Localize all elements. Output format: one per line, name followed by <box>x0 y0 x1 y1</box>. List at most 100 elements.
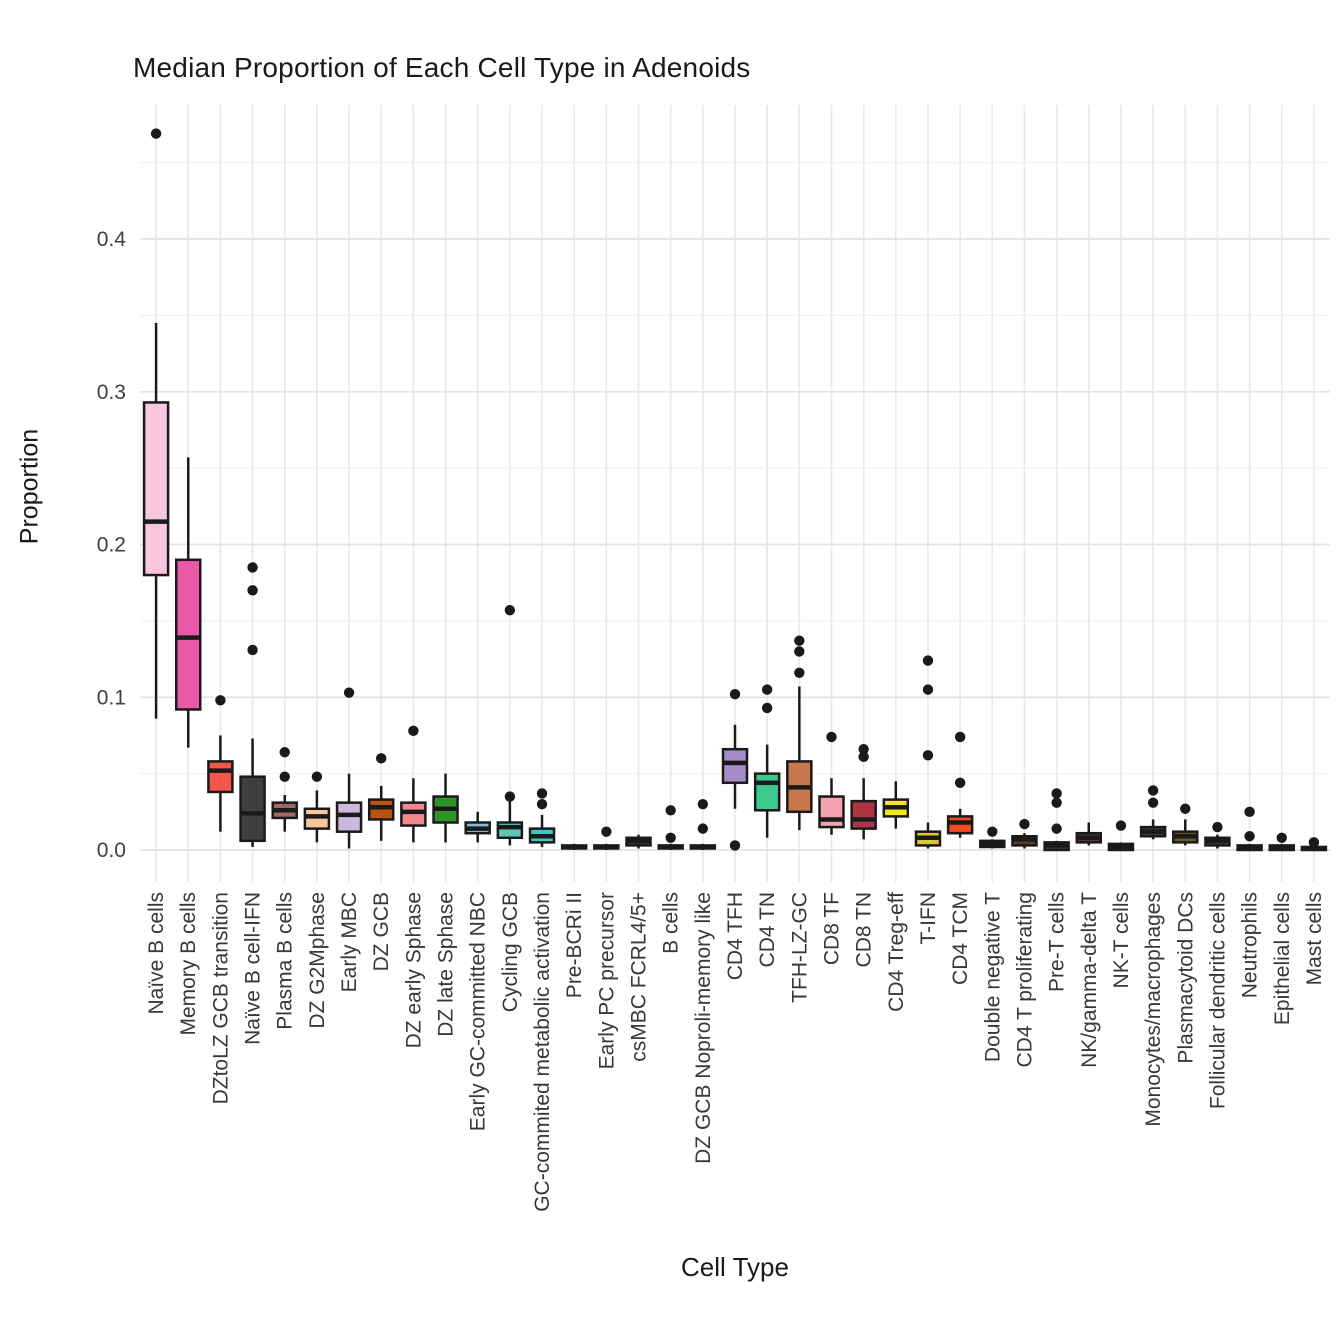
box <box>946 815 974 835</box>
boxplot-cd8-tn: CD8 TN <box>850 743 877 967</box>
x-axis-title: Cell Type <box>681 1252 789 1282</box>
boxplot-cd4-treg-eff: CD4 Treg-eff <box>882 781 910 1012</box>
outlier-point <box>1051 823 1062 834</box>
boxplot-dztolz-gcb-transition: DZtoLZ GCB transition <box>207 695 234 1104</box>
outlier-point <box>826 731 837 743</box>
outlier-point <box>954 777 966 788</box>
outlier-point <box>761 684 773 695</box>
boxplot-nk-t-cells: NK-T cells <box>1107 820 1135 988</box>
outlier-point <box>922 684 934 695</box>
x-tick-label: csMBC FCRL4/5+ <box>628 892 651 1062</box>
outlier-point <box>761 702 773 714</box>
outlier-point <box>279 771 290 782</box>
x-tick-label: TFH-LZ-GC <box>788 892 811 1003</box>
outlier-point <box>697 823 709 834</box>
outlier-point <box>665 805 676 816</box>
x-tick-label: T-IFN <box>917 892 940 945</box>
x-tick-label: NK-T cells <box>1110 892 1133 988</box>
boxplot-pre-bcri-ii: Pre-BCRi II <box>560 843 588 998</box>
boxplot-early-mbc: Early MBC <box>335 687 363 992</box>
x-tick-label: DZ G2Mphase <box>306 892 329 1029</box>
box <box>721 747 749 785</box>
outlier-point <box>376 753 387 764</box>
box <box>303 807 331 830</box>
outlier-point <box>665 832 676 843</box>
outlier-point <box>1019 818 1030 830</box>
boxplot-cd4-tn: CD4 TN <box>753 684 781 967</box>
outlier-point <box>247 562 258 573</box>
x-tick-label: CD4 TN <box>756 892 779 967</box>
outlier-point <box>987 826 998 837</box>
boxplot-cd4-tcm: CD4 TCM <box>946 731 974 985</box>
boxplot-follicular-dendritic-cells: Follicular dendritic cells <box>1204 821 1231 1109</box>
boxplot-plasmacytoid-dcs: Plasmacytoid DCs <box>1172 803 1199 1064</box>
box <box>367 798 395 821</box>
box <box>400 801 427 827</box>
x-tick-label: DZ late Sphase <box>435 892 458 1037</box>
x-tick-label: Follicular dendritic cells <box>1206 892 1229 1109</box>
outlier-point <box>922 750 934 761</box>
box <box>239 775 266 843</box>
outlier-point <box>1051 797 1062 808</box>
box <box>174 558 202 711</box>
boxplot-cd8-tf: CD8 TF <box>818 731 845 965</box>
boxplot-t-ifn: T-IFN <box>914 655 942 945</box>
outlier-point <box>247 585 258 596</box>
y-tick-label: 0.4 <box>97 228 127 251</box>
boxplot-mast-cells: Mast cells <box>1300 837 1328 985</box>
x-tick-label: CD4 T proliferating <box>1013 892 1036 1067</box>
boxplot-csmbc-fcrl4-5-: csMBC FCRL4/5+ <box>625 834 652 1062</box>
x-tick-label: CD4 Treg-eff <box>885 892 908 1012</box>
x-tick-label: Early PC precursor <box>595 892 618 1069</box>
y-tick-label: 0.1 <box>97 686 126 709</box>
x-tick-label: NK/gamma-delta T <box>1078 892 1101 1068</box>
x-tick-label: CD4 TCM <box>949 892 972 985</box>
x-tick-label: Naïve B cell-IFN <box>242 892 265 1045</box>
x-tick-label: Cycling GCB <box>499 892 522 1012</box>
box <box>753 772 781 812</box>
x-tick-label: DZ GCB Noproli-memory like <box>692 892 715 1164</box>
boxplot-dz-gcb: DZ GCB <box>367 753 395 971</box>
outlier-point <box>311 771 323 782</box>
boxplot-early-pc-precursor: Early PC precursor <box>593 826 620 1069</box>
outlier-point <box>504 791 516 802</box>
box <box>207 760 234 794</box>
boxplot-early-gc-committed-nbc: Early GC-committed NBC <box>464 811 491 1131</box>
outlier-point <box>408 725 419 737</box>
boxplot-na-ve-b-cells: Naïve B cells <box>142 128 170 1015</box>
boxplot-pre-t-cells: Pre-T cells <box>1043 788 1070 992</box>
outlier-point <box>150 128 162 139</box>
x-tick-label: CD4 TFH <box>724 892 747 980</box>
x-tick-label: Naïve B cells <box>145 892 168 1015</box>
boxplot-plasma-b-cells: Plasma B cells <box>271 747 298 1030</box>
x-tick-label: Monocytes/macrophages <box>1142 892 1165 1127</box>
x-tick-label: DZtoLZ GCB transition <box>209 892 232 1104</box>
box <box>850 799 877 830</box>
boxplot-dz-late-sphase: DZ late Sphase <box>432 773 459 1037</box>
boxplot-tfh-lz-gc: TFH-LZ-GC <box>786 635 813 1003</box>
outlier-point <box>1147 785 1159 796</box>
boxplot-nk-gamma-delta-t: NK/gamma-delta T <box>1075 822 1103 1068</box>
x-tick-label: Neutrophils <box>1239 892 1262 998</box>
boxplot-neutrophils: Neutrophils <box>1236 806 1263 998</box>
boxplot-cd4-tfh: CD4 TFH <box>721 688 749 980</box>
x-tick-label: Mast cells <box>1303 892 1326 985</box>
x-tick-label: Pre-BCRi II <box>563 892 586 998</box>
outlier-point <box>954 731 966 743</box>
boxplot-cd4-t-proliferating: CD4 T proliferating <box>1011 818 1038 1067</box>
x-tick-label: Early MBC <box>338 892 361 992</box>
outlier-point <box>794 635 805 646</box>
outlier-point <box>794 667 805 679</box>
boxplot-b-cells: B cells <box>657 805 684 954</box>
x-tick-label: Double negative T <box>981 892 1004 1062</box>
boxplot-cycling-gcb: Cycling GCB <box>496 604 524 1012</box>
outlier-point <box>729 840 741 851</box>
y-tick-label: 0.2 <box>97 534 126 557</box>
y-tick-label: 0.0 <box>97 839 126 862</box>
box <box>496 821 524 840</box>
outlier-point <box>279 747 290 758</box>
x-tick-label: CD8 TN <box>853 892 876 967</box>
outlier-point <box>1115 820 1127 831</box>
